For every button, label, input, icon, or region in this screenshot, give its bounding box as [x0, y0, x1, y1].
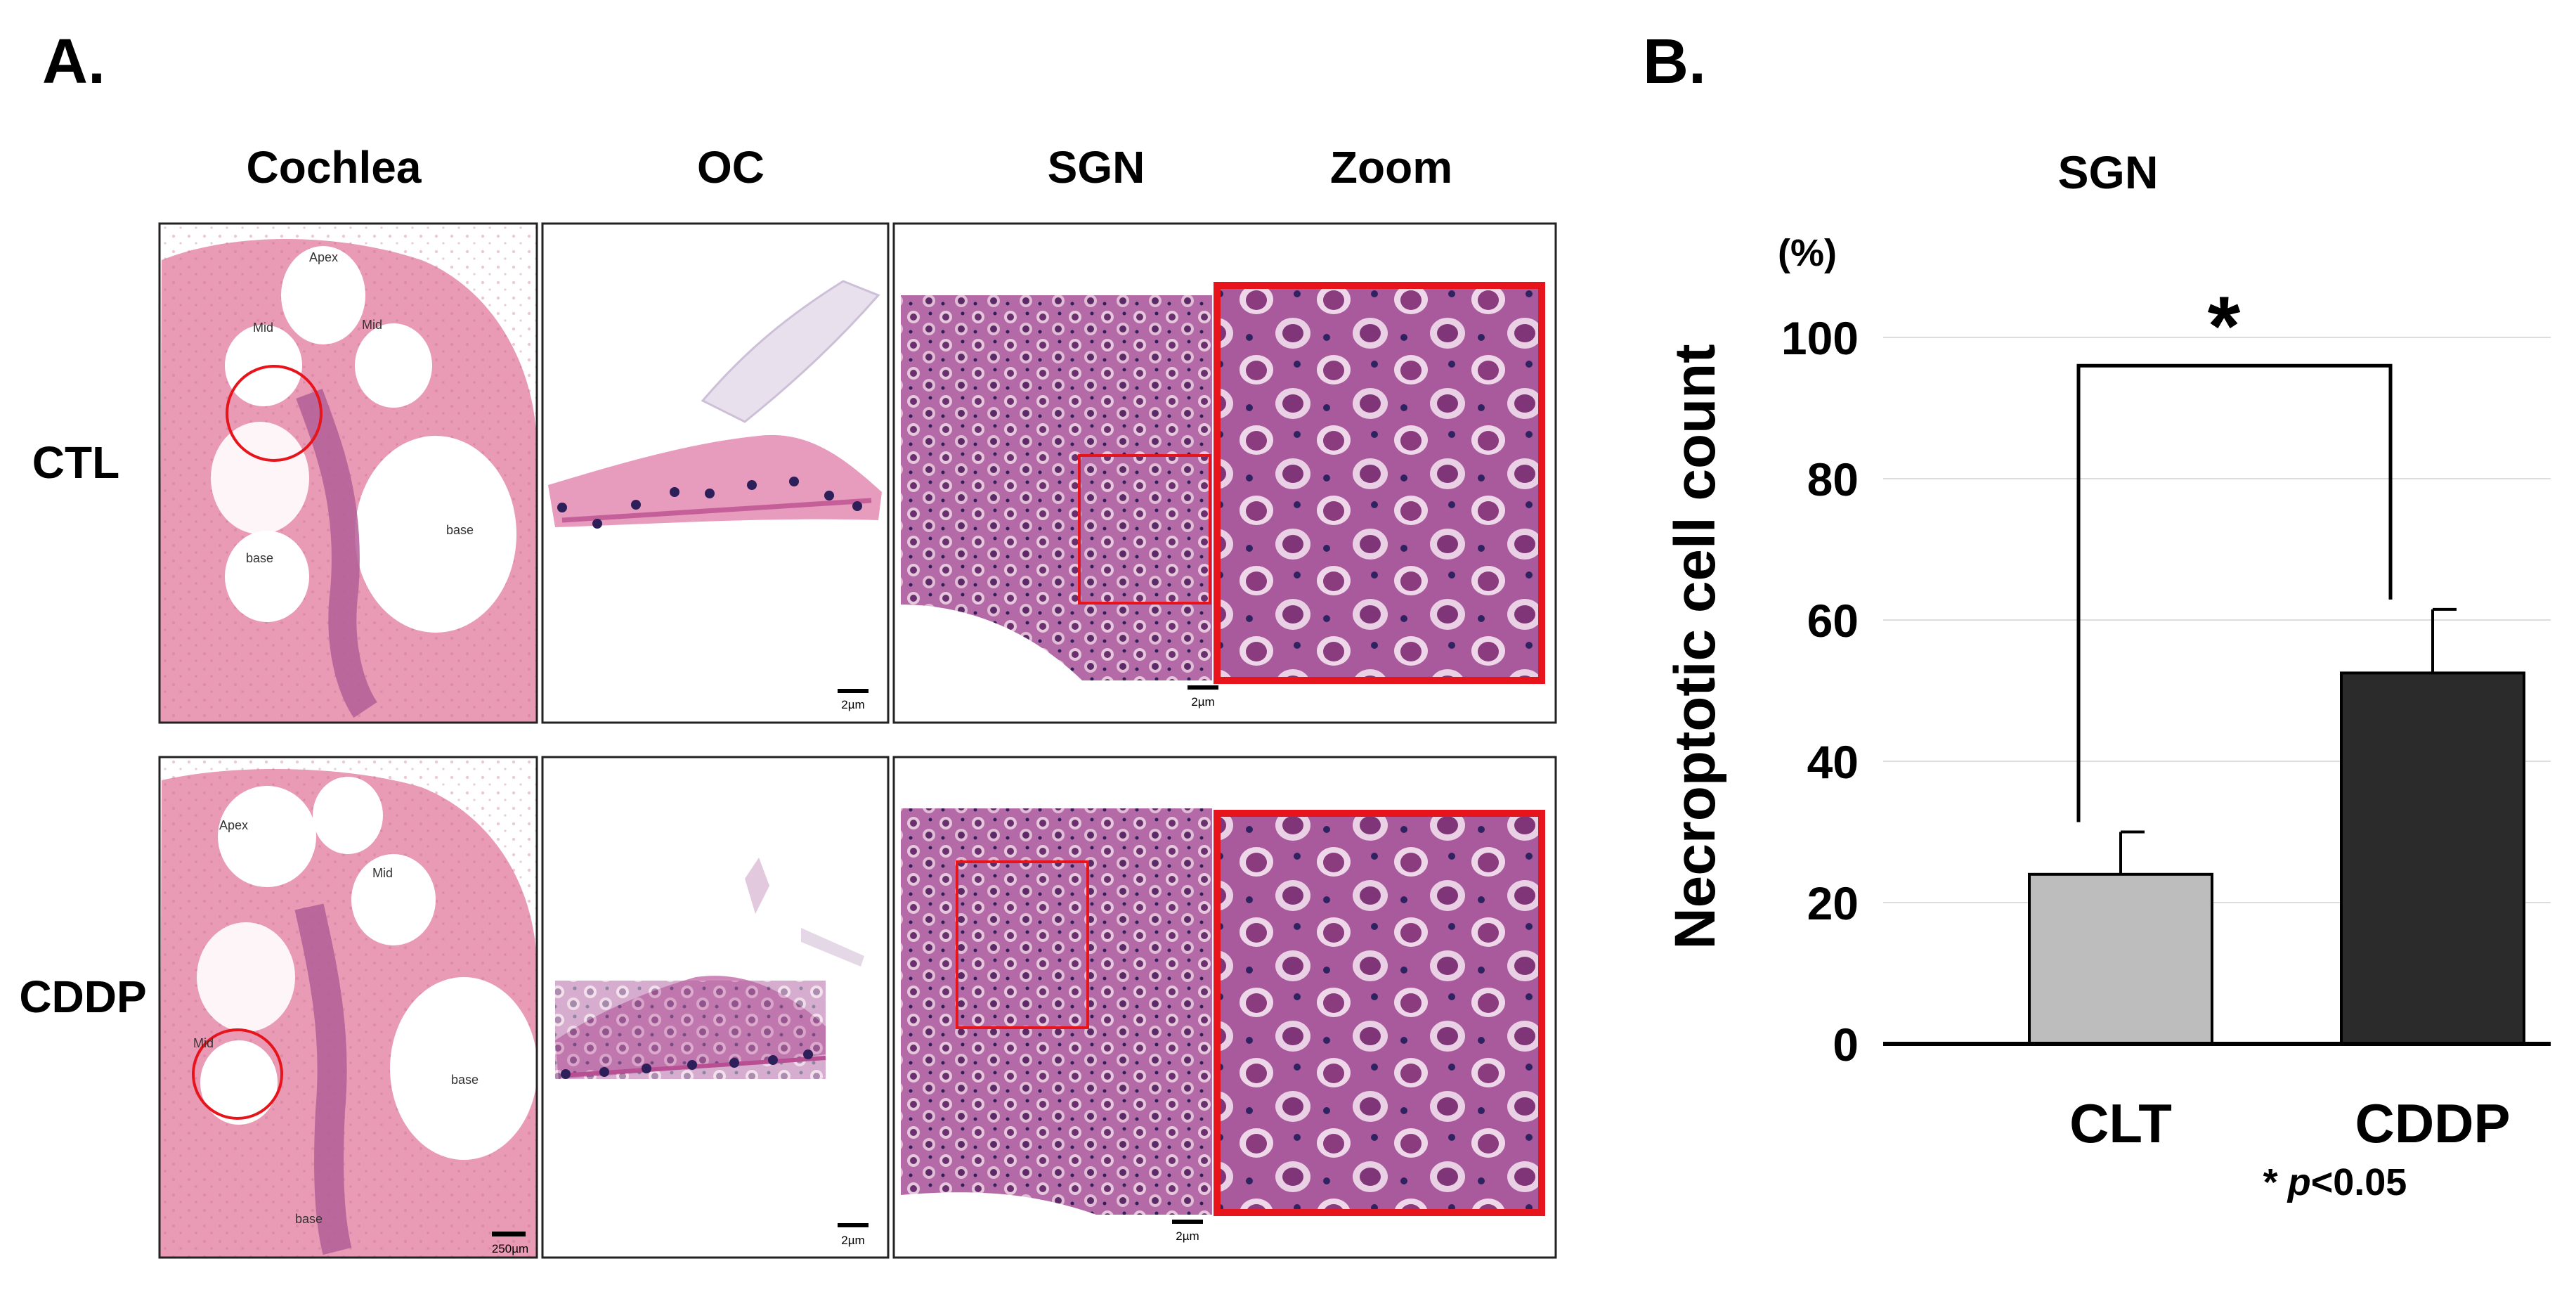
y-tick-label-60: 60 — [1807, 595, 1859, 647]
category-label-cddp: CDDP — [2355, 1092, 2510, 1154]
column-header-cochlea: Cochlea — [247, 142, 422, 193]
bar-clt — [2028, 872, 2213, 1046]
column-header-sgn: SGN — [1048, 142, 1145, 193]
scale-bar-oc-ctl: 2µm — [841, 698, 864, 711]
frame-cochlea-cddp — [158, 756, 538, 1259]
turn-label-mid-right-ctl: Mid — [362, 318, 382, 332]
turn-label-mid-left-ctl: Mid — [253, 321, 273, 335]
y-tick-label-0: 0 — [1833, 1019, 1859, 1071]
chart-bars — [2028, 607, 2525, 1046]
turn-label-base-left-ctl: base — [246, 551, 273, 565]
turn-label-base-right-ctl: base — [446, 523, 474, 537]
scale-bar-sgn-ctl: 2µm — [1191, 695, 1214, 709]
turn-label-base-bottom-cddp: base — [295, 1212, 323, 1226]
p-value-footnote: * p<0.05 — [2263, 1161, 2407, 1203]
micrograph-sgn-cddp: 2µm — [894, 757, 1556, 1258]
scale-bar-oc-cddp: 2µm — [841, 1234, 864, 1247]
category-label-clt: CLT — [2069, 1092, 2172, 1154]
frame-sgn-ctl — [892, 222, 1557, 724]
y-axis-unit: (%) — [1778, 232, 1837, 274]
row-label-cddp: CDDP — [19, 971, 146, 1022]
frame-cochlea-ctl — [158, 222, 538, 724]
footnote-star: * — [2263, 1161, 2278, 1203]
footnote-threshold: <0.05 — [2311, 1161, 2407, 1203]
column-header-zoom: Zoom — [1330, 142, 1452, 193]
turn-label-apex-ctl: Apex — [309, 250, 338, 264]
zoom-inset-ctl — [1214, 282, 1545, 684]
micrograph-cochlea-cddp: Apex Mid Mid base base 250µm — [160, 757, 537, 1258]
turn-label-apex-cddp: Apex — [219, 818, 248, 832]
micrograph-cochlea-ctl: Apex Mid Mid base base — [160, 224, 537, 723]
micrograph-oc-cddp: 2µm — [542, 757, 888, 1258]
row-label-ctl: CTL — [32, 437, 119, 488]
y-axis-label: Necroptotic cell count — [1663, 344, 1727, 949]
panel-a: A. Cochlea OC SGN Zoom CTL CDDP Apex Mid… — [19, 27, 1557, 1259]
scale-bar-sgn-cddp: 2µm — [1176, 1229, 1199, 1243]
significance-bracket-line — [2076, 363, 2393, 822]
frame-sgn-cddp — [892, 756, 1557, 1259]
y-tick-label-20: 20 — [1807, 877, 1859, 929]
y-tick-label-80: 80 — [1807, 453, 1859, 505]
zoom-inset-cddp — [1214, 810, 1545, 1216]
bar-cddp — [2340, 671, 2525, 1045]
footnote-p: p — [2286, 1161, 2311, 1203]
y-tick-label-100: 100 — [1781, 312, 1859, 364]
turn-label-mid-right-cddp: Mid — [372, 866, 393, 880]
frame-oc-cddp — [541, 756, 890, 1259]
turn-label-base-right-cddp: base — [451, 1073, 479, 1087]
panel-b: B. SGN (%) Necroptotic cell count 0 20 40 6… — [1643, 27, 2551, 1203]
x-axis-categories: CLT CDDP — [2069, 1092, 2510, 1154]
scale-bar-cochlea-cddp: 250µm — [492, 1242, 528, 1255]
micrograph-oc-ctl: 2µm — [542, 224, 888, 723]
panel-b-label: B. — [1643, 27, 1706, 97]
y-tick-label-40: 40 — [1807, 736, 1859, 788]
significance-bracket — [2076, 363, 2393, 822]
column-header-oc: OC — [697, 142, 765, 193]
frame-oc-ctl — [541, 222, 890, 724]
chart-title: SGN — [2057, 146, 2158, 198]
y-axis-ticks: 0 20 40 60 80 100 — [1781, 312, 1859, 1071]
panel-a-label: A. — [42, 27, 105, 97]
turn-label-mid-left-cddp: Mid — [193, 1036, 214, 1050]
micrograph-sgn-ctl: 2µm — [894, 224, 1556, 723]
significance-marker: * — [2208, 279, 2241, 373]
